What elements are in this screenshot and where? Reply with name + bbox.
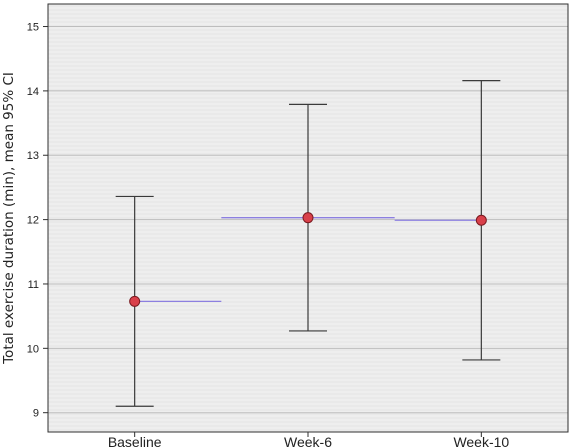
y-tick-label: 15 (27, 22, 39, 34)
y-tick-label: 13 (27, 150, 39, 162)
y-tick-label: 11 (28, 279, 39, 291)
x-axis: Baseline Week-6 Week-10 (108, 432, 509, 448)
mean-point (129, 295, 141, 307)
mean-point (302, 212, 314, 224)
mean-markers (129, 212, 487, 307)
x-tick-label: Week-10 (453, 434, 509, 448)
y-tick-label: 12 (27, 215, 39, 227)
y-tick-label: 14 (27, 86, 39, 98)
y-axis-title: Total exercise duration (min), mean 95% … (1, 72, 17, 365)
y-tick-label: 9 (33, 408, 39, 420)
y-tick-label: 10 (27, 343, 39, 355)
mean-point (475, 214, 487, 226)
x-tick-label: Baseline (108, 434, 162, 448)
x-tick-label: Week-6 (284, 434, 332, 448)
mean-connectors (134, 217, 482, 302)
y-axis: 9 10 11 12 13 14 15 (27, 22, 48, 420)
